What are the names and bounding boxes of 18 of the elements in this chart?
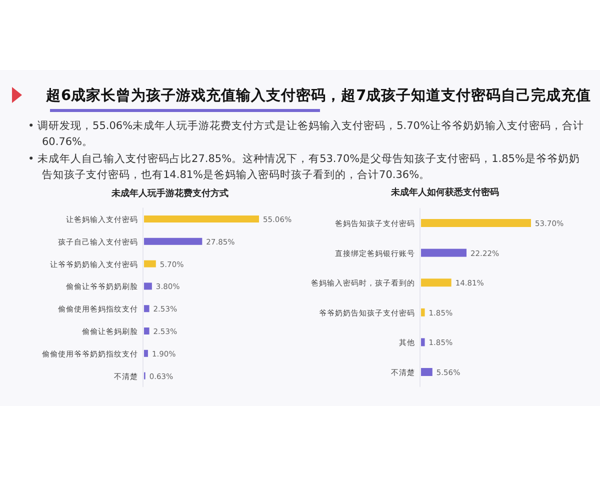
- bar: [144, 216, 259, 222]
- text: • 调研发现，55.06%未成年人玩手游花费支付方式是让爸妈输入支付密码，5.70%让爷爷奶奶输入支付密码，合计60.76%。: [28, 119, 584, 150]
- bar: [421, 368, 432, 376]
- bar: [421, 338, 425, 346]
- text: 超6成家长曾为孩子游戏充值输入支付密码，超7成孩子知道支付密码自己完成充值: [46, 86, 592, 105]
- bar: [421, 278, 452, 287]
- bar: [144, 238, 202, 245]
- bar: [144, 282, 152, 290]
- bar: [144, 305, 150, 312]
- bar: [421, 219, 531, 227]
- bar: [144, 328, 150, 334]
- chart-title: 未成年人玩手游花费支付方式: [110, 188, 228, 199]
- bar: [144, 260, 156, 268]
- text: • 未成年人自己输入支付密码占比27.85%。这种情况下，有53.70%是父母告知孩子支付密码，1.85%是爷爷奶奶告知孩子支付密码，也有14.81%是爸妈输入密码时孩子看到的，合计70.36%。: [28, 152, 581, 183]
- chart-title: 未成年人如何获悉支付密码: [390, 187, 499, 198]
- bar: [421, 308, 425, 316]
- bar: [421, 248, 467, 257]
- bar: [144, 350, 148, 357]
